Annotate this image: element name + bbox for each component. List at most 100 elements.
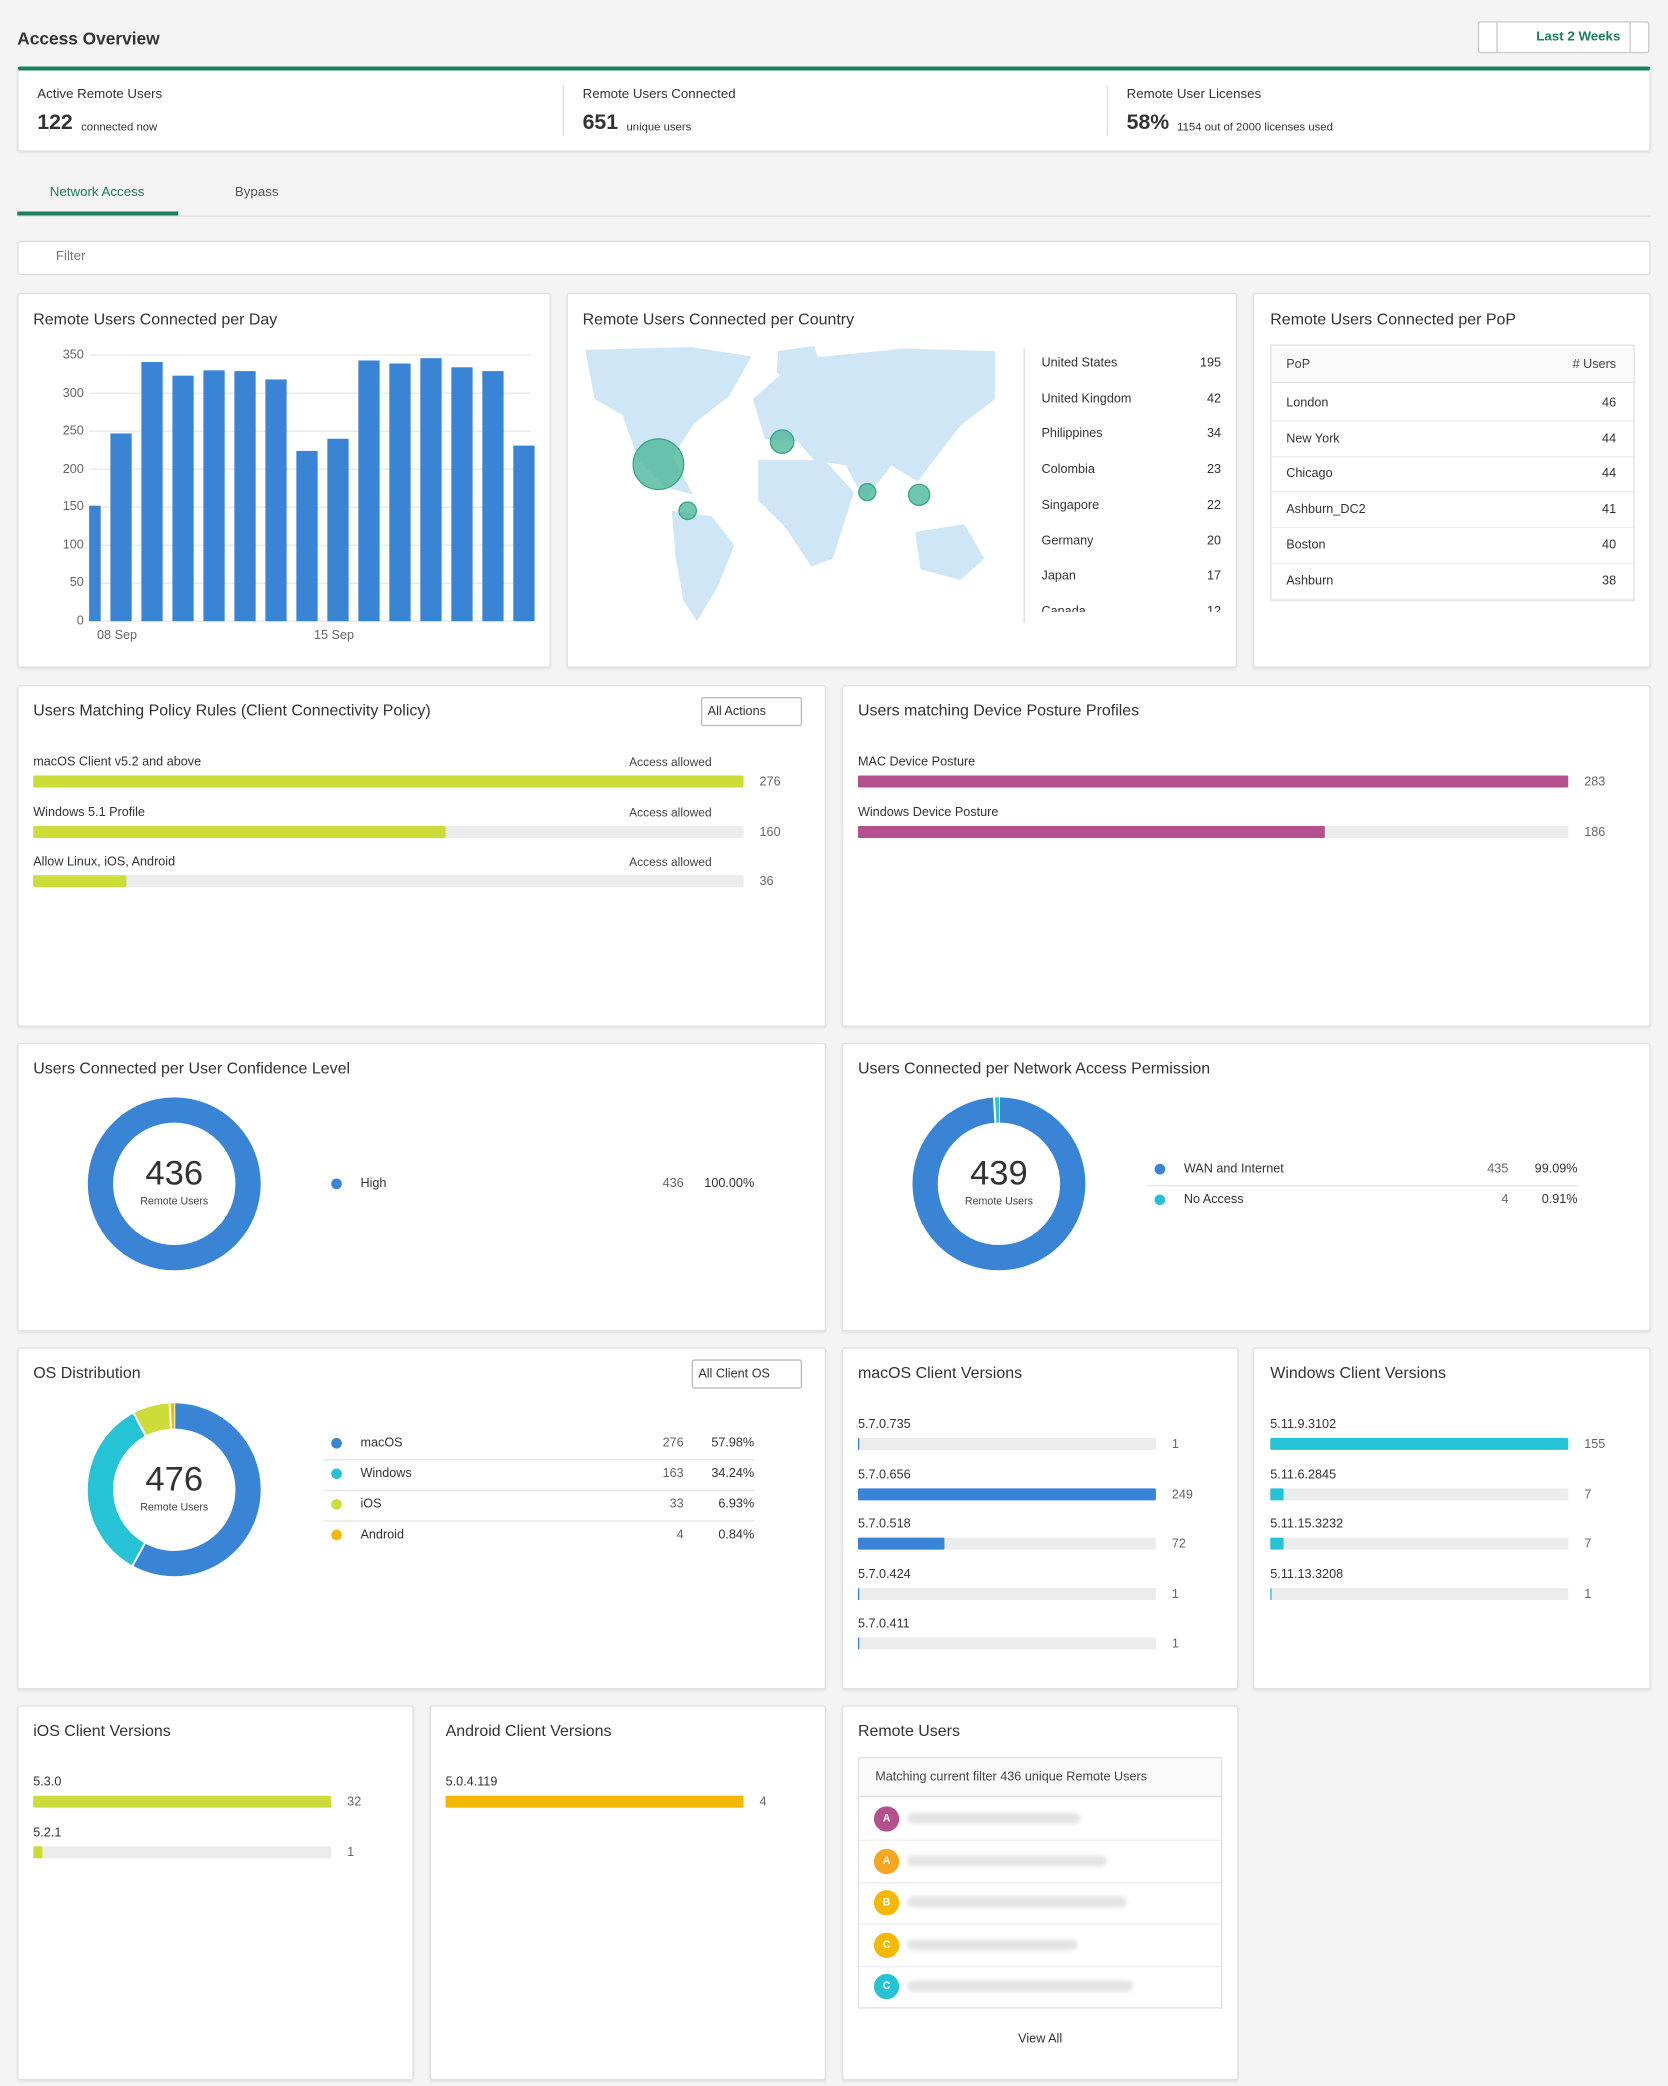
bar-label: 5.7.0.518: [857, 1517, 911, 1532]
bar-label: 5.0.4.119: [445, 1775, 498, 1790]
segment-gap: [168, 1403, 173, 1429]
donut-segment: [87, 1403, 261, 1577]
bar: [1270, 1487, 1284, 1500]
card-title: Users Matching Policy Rules (Client Conn…: [33, 700, 431, 720]
bar: [1270, 1537, 1284, 1550]
legend-count: 33: [669, 1497, 684, 1512]
bar-label: 5.3.0: [33, 1775, 62, 1790]
bar-label: 5.11.6.2845: [1270, 1467, 1337, 1482]
pop-name: Ashburn: [1286, 573, 1334, 588]
card: [17, 66, 1651, 152]
bar: [33, 825, 446, 838]
avatar-letter: A: [882, 1854, 891, 1867]
bar: [451, 367, 473, 622]
pop-name: London: [1286, 395, 1329, 411]
legend-count: 276: [662, 1435, 684, 1451]
legend-percent: 99.09%: [1534, 1161, 1578, 1177]
view-all-link[interactable]: View All: [1018, 2031, 1063, 2047]
tab[interactable]: Network Access: [49, 185, 145, 201]
x-tick-label: 08 Sep: [97, 628, 138, 644]
country-value: 195: [1199, 355, 1222, 371]
bar-track: [33, 875, 744, 888]
y-tick-label: 200: [62, 461, 84, 477]
card-title: iOS Client Versions: [33, 1721, 171, 1740]
bar: [203, 370, 225, 622]
dropdown-label[interactable]: All Actions: [707, 704, 766, 719]
blurred-email: [907, 1938, 1078, 1950]
bar-label: Windows 5.1 Profile: [33, 804, 145, 820]
filter-bar[interactable]: [17, 240, 1651, 276]
bar: [234, 371, 256, 622]
pop-value: 38: [1602, 573, 1617, 588]
tab[interactable]: Bypass: [234, 185, 279, 201]
filter-label[interactable]: Filter: [55, 249, 86, 265]
country-name: United States: [1041, 355, 1118, 371]
map-land: [752, 348, 995, 501]
pop-value: 40: [1602, 537, 1617, 553]
bar-track: [33, 1845, 332, 1858]
y-tick-label: 100: [62, 537, 84, 553]
bar-value: 1: [1171, 1437, 1179, 1452]
page-title: Access Overview: [17, 28, 160, 49]
kpi-value: 122: [37, 111, 73, 135]
card-title: Users Connected per Network Access Permi…: [857, 1058, 1211, 1078]
dropdown-label[interactable]: All Client OS: [698, 1366, 770, 1382]
bar: [857, 1587, 860, 1600]
avatar-letter: C: [882, 1938, 891, 1950]
legend-percent: 6.93%: [718, 1497, 755, 1512]
bar-value: 1: [1584, 1586, 1592, 1602]
bar-track: [857, 1637, 1156, 1650]
legend-percent: 0.84%: [718, 1527, 755, 1543]
pop-value: 46: [1602, 395, 1617, 411]
bar: [33, 875, 126, 888]
bar: [857, 1487, 1156, 1500]
legend-label: iOS: [360, 1497, 382, 1512]
date-prev[interactable]: [1477, 21, 1498, 54]
bar: [141, 361, 163, 622]
card-title: Android Client Versions: [445, 1721, 612, 1740]
bar: [110, 433, 132, 622]
card-title: macOS Client Versions: [857, 1363, 1023, 1383]
map-bubble: [678, 501, 698, 521]
avatar: [873, 1806, 900, 1832]
segment-gap: [132, 1412, 147, 1437]
avatar: [873, 1848, 900, 1874]
blurred-email: [907, 1854, 1107, 1866]
bar-label: Allow Linux, iOS, Android: [33, 854, 176, 870]
row-divider: [859, 1965, 1222, 1967]
dropdown[interactable]: [700, 696, 803, 727]
date-next[interactable]: [1629, 21, 1650, 54]
country-name: Germany: [1041, 533, 1094, 549]
date-range-button[interactable]: [1496, 21, 1631, 54]
table-header: [1271, 345, 1634, 384]
country-name: Singapore: [1041, 497, 1100, 513]
avatar-letter: B: [882, 1896, 891, 1909]
bar-label: Windows Device Posture: [857, 804, 999, 820]
date-range-label[interactable]: Last 2 Weeks: [1536, 29, 1621, 45]
legend-label: WAN and Internet: [1183, 1161, 1284, 1177]
map-land: [758, 460, 854, 567]
bar: [482, 371, 504, 622]
bar-value: 36: [759, 874, 774, 890]
kpi-label: Remote User Licenses: [1126, 87, 1262, 102]
bar-value: 249: [1171, 1487, 1193, 1502]
bar: [33, 775, 744, 788]
y-tick-label: 50: [69, 575, 84, 591]
legend-percent: 100.00%: [704, 1176, 755, 1192]
row-divider: [859, 1839, 1222, 1841]
card-title: Remote Users Connected per Day: [33, 309, 278, 329]
bar: [513, 445, 535, 622]
avatar: [873, 1890, 900, 1916]
bar: [1270, 1587, 1273, 1600]
dropdown[interactable]: [691, 1359, 803, 1389]
donut-total: 476: [145, 1458, 204, 1499]
card: [1252, 1347, 1651, 1690]
bar-value: 155: [1584, 1437, 1606, 1452]
bar: [445, 1795, 744, 1808]
country-value: 23: [1206, 462, 1222, 477]
blurred-email: [907, 1896, 1127, 1908]
users-summary: Matching current filter 436 unique Remot…: [875, 1769, 1148, 1785]
bar: [33, 1845, 43, 1858]
pop-value: 44: [1602, 431, 1617, 446]
legend-divider: [323, 1519, 755, 1522]
